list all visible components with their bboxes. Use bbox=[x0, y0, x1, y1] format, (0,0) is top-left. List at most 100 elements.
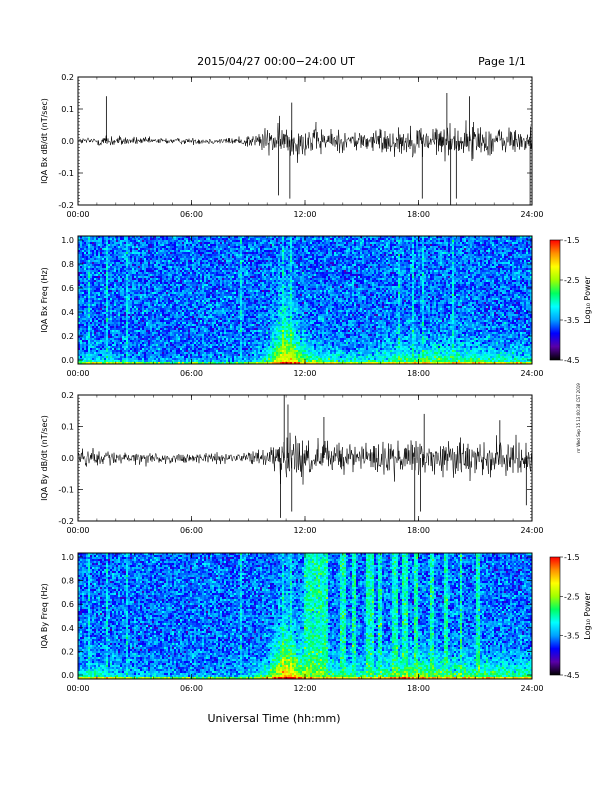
heat-cell bbox=[104, 330, 106, 332]
heat-cell bbox=[122, 256, 124, 258]
heat-cell bbox=[218, 270, 220, 272]
heat-cell bbox=[86, 334, 88, 336]
heat-cell bbox=[206, 352, 208, 354]
heat-cell bbox=[128, 352, 130, 354]
heat-cell bbox=[96, 344, 98, 346]
heat-cell bbox=[120, 276, 122, 278]
heat-cell bbox=[128, 322, 130, 324]
heat-cell bbox=[196, 338, 198, 340]
heat-cell bbox=[120, 320, 122, 322]
heat-cell bbox=[222, 256, 224, 258]
heat-cell bbox=[96, 350, 98, 352]
heat-cell bbox=[132, 358, 134, 360]
heat-cell bbox=[90, 320, 92, 322]
heat-cell bbox=[184, 322, 186, 324]
heat-cell bbox=[112, 292, 114, 294]
heat-cell bbox=[150, 332, 152, 334]
heat-cell bbox=[202, 296, 204, 298]
heat-cell bbox=[228, 260, 230, 262]
heat-cell bbox=[106, 284, 108, 286]
heat-cell bbox=[130, 298, 132, 300]
heat-cell bbox=[226, 348, 228, 350]
heat-cell bbox=[220, 260, 222, 262]
heat-cell bbox=[150, 306, 152, 308]
heat-cell bbox=[222, 260, 224, 262]
heat-cell bbox=[146, 258, 148, 260]
heat-cell bbox=[124, 302, 126, 304]
heat-cell bbox=[112, 298, 114, 300]
heat-cell bbox=[166, 352, 168, 354]
heat-cell bbox=[156, 270, 158, 272]
heat-cell bbox=[154, 300, 156, 302]
heat-cell bbox=[88, 268, 90, 270]
heat-cell bbox=[184, 316, 186, 318]
heat-cell bbox=[118, 278, 120, 280]
heat-cell bbox=[92, 354, 94, 356]
heat-cell bbox=[82, 316, 84, 318]
heat-cell bbox=[78, 256, 80, 258]
heat-cell bbox=[214, 352, 216, 354]
heat-cell bbox=[166, 274, 168, 276]
heat-cell bbox=[130, 254, 132, 256]
heat-cell bbox=[148, 254, 150, 256]
heat-cell bbox=[88, 352, 90, 354]
heat-cell bbox=[132, 346, 134, 348]
heat-cell bbox=[142, 304, 144, 306]
heat-cell bbox=[172, 280, 174, 282]
heat-cell bbox=[226, 278, 228, 280]
heat-cell bbox=[84, 308, 86, 310]
heat-cell bbox=[146, 240, 148, 242]
heat-cell bbox=[116, 262, 118, 264]
heat-cell bbox=[134, 260, 136, 262]
heat-cell bbox=[116, 334, 118, 336]
heat-cell bbox=[162, 312, 164, 314]
y-tick-label: -0.1 bbox=[58, 169, 74, 178]
heat-cell bbox=[124, 346, 126, 348]
heat-cell bbox=[110, 248, 112, 250]
heat-cell bbox=[108, 332, 110, 334]
heat-cell bbox=[176, 240, 178, 242]
heat-cell bbox=[104, 238, 106, 240]
heat-cell bbox=[108, 258, 110, 260]
heat-cell bbox=[214, 334, 216, 336]
heat-cell bbox=[118, 336, 120, 338]
heat-cell bbox=[214, 294, 216, 296]
heat-cell bbox=[138, 268, 140, 270]
heat-cell bbox=[220, 236, 222, 238]
heat-cell bbox=[102, 358, 104, 360]
heat-cell bbox=[192, 298, 194, 300]
heat-cell bbox=[160, 258, 162, 260]
heat-cell bbox=[112, 254, 114, 256]
heat-cell bbox=[154, 338, 156, 340]
heat-cell bbox=[148, 288, 150, 290]
heat-cell bbox=[136, 286, 138, 288]
heat-cell bbox=[132, 312, 134, 314]
heat-cell bbox=[208, 268, 210, 270]
heat-cell bbox=[120, 252, 122, 254]
heat-cell bbox=[180, 342, 182, 344]
heat-cell bbox=[170, 340, 172, 342]
heat-cell bbox=[142, 332, 144, 334]
heat-cell bbox=[172, 356, 174, 358]
heat-cell bbox=[140, 244, 142, 246]
heat-cell bbox=[90, 292, 92, 294]
heat-cell bbox=[202, 258, 204, 260]
heat-cell bbox=[214, 358, 216, 360]
heat-cell bbox=[92, 340, 94, 342]
heat-cell bbox=[138, 354, 140, 356]
heat-cell bbox=[88, 362, 90, 364]
heat-cell bbox=[206, 252, 208, 254]
heat-cell bbox=[172, 304, 174, 306]
heat-cell bbox=[228, 258, 230, 260]
heat-cell bbox=[224, 312, 226, 314]
heat-cell bbox=[96, 286, 98, 288]
heat-cell bbox=[110, 284, 112, 286]
heat-cell bbox=[216, 242, 218, 244]
heat-cell bbox=[108, 252, 110, 254]
heat-cell bbox=[216, 358, 218, 360]
heat-cell bbox=[164, 322, 166, 324]
heat-cell bbox=[170, 240, 172, 242]
heat-cell bbox=[124, 254, 126, 256]
heat-cell bbox=[120, 334, 122, 336]
heat-cell bbox=[188, 326, 190, 328]
